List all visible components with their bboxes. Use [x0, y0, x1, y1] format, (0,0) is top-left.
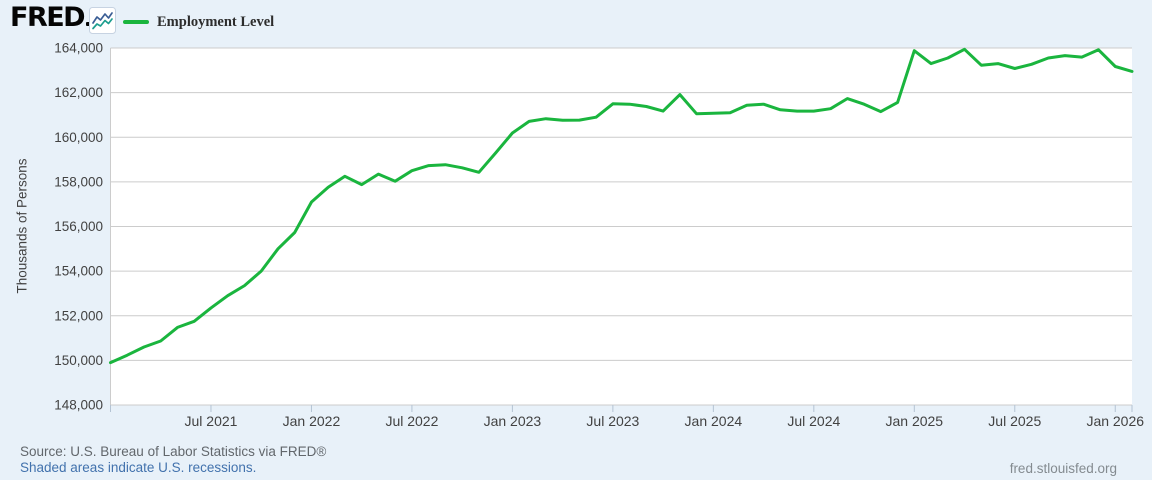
- x-tick-label: Jan 2023: [484, 413, 542, 429]
- x-tick-label: Jul 2021: [185, 413, 238, 429]
- legend-label: Employment Level: [157, 13, 275, 30]
- x-tick-label: Jan 2026: [1086, 413, 1144, 429]
- y-axis-title: Thousands of Persons: [14, 158, 30, 294]
- y-tick-label: 152,000: [54, 308, 103, 323]
- x-tick-label: Jan 2025: [885, 413, 943, 429]
- x-tick-label: Jan 2024: [685, 413, 743, 429]
- x-tick-label: Jul 2024: [787, 413, 840, 429]
- fred-logo-trademark-dot: [86, 22, 91, 26]
- y-tick-label: 162,000: [54, 85, 103, 100]
- legend-item-employment-level[interactable]: Employment Level: [123, 10, 274, 34]
- fred-logo-text: FRED: [10, 2, 86, 33]
- fred-site-link[interactable]: fred.stlouisfed.org: [1009, 461, 1117, 476]
- source-note: Source: U.S. Bureau of Labor Statistics …: [20, 444, 327, 459]
- y-tick-label: 156,000: [54, 219, 103, 234]
- recessions-note-link[interactable]: Shaded areas indicate U.S. recessions.: [20, 460, 257, 475]
- y-tick-label: 164,000: [54, 41, 103, 56]
- y-tick-label: 158,000: [54, 174, 103, 189]
- x-tick-label: Jul 2025: [988, 413, 1041, 429]
- y-tick-label: 154,000: [54, 264, 103, 279]
- y-tick-label: 150,000: [54, 353, 103, 368]
- fred-sparkline-icon: [89, 7, 116, 34]
- x-tick-label: Jul 2023: [586, 413, 639, 429]
- x-tick-label: Jul 2022: [385, 413, 438, 429]
- employment-level-line: [109, 47, 1134, 365]
- x-tick-label: Jan 2022: [283, 413, 341, 429]
- legend-line-swatch: [123, 20, 149, 24]
- y-tick-label: 148,000: [54, 398, 103, 413]
- fred-logo[interactable]: FRED: [10, 2, 91, 33]
- y-tick-label: 160,000: [54, 130, 103, 145]
